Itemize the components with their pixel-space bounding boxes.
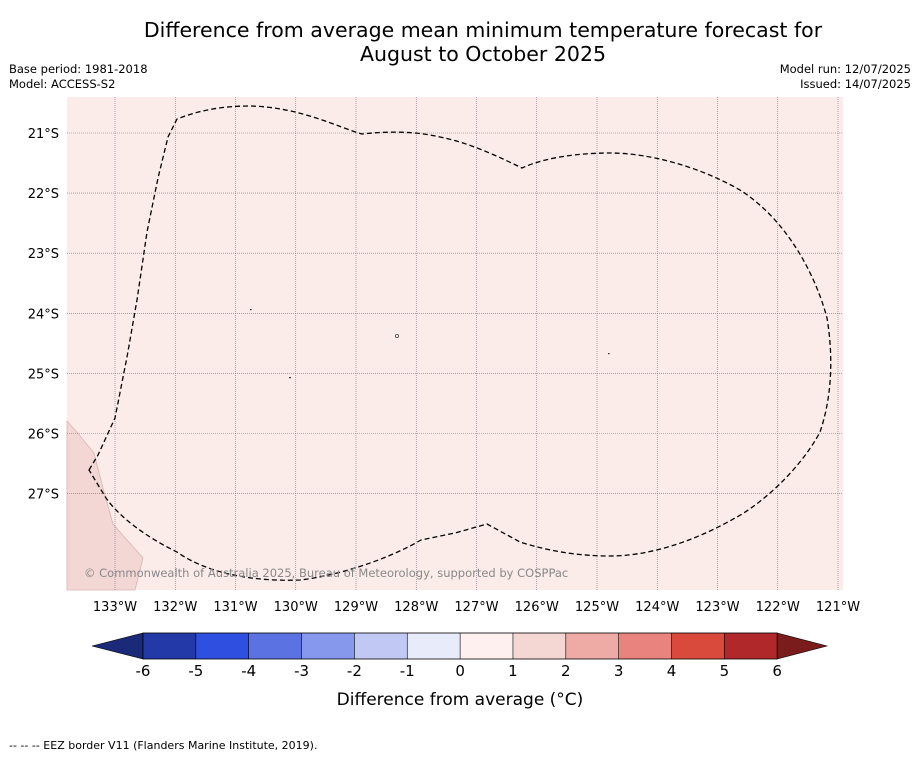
colorbar-tick-label: 5 xyxy=(720,662,730,680)
lon-label: 130°W xyxy=(274,600,318,615)
colorbar-extend-high xyxy=(776,632,829,660)
colorbar-swatch xyxy=(671,633,725,659)
meta-right: Model run: 12/07/2025 Issued: 14/07/2025 xyxy=(780,62,911,92)
islands xyxy=(250,309,610,379)
colorbar-tick-label: 4 xyxy=(667,662,677,680)
lat-label: 24°S xyxy=(28,307,59,322)
colorbar: -6 -5 -4 -3 -2 -1 0 1 2 3 4 5 6 xyxy=(91,632,829,680)
colorbar-swatch xyxy=(407,633,461,659)
island xyxy=(250,309,252,311)
island xyxy=(608,353,610,355)
lon-label: 133°W xyxy=(93,600,137,615)
lat-label: 22°S xyxy=(28,187,59,202)
map-title: Difference from average mean minimum tem… xyxy=(0,18,919,66)
eez-border xyxy=(88,105,832,581)
lat-label: 27°S xyxy=(28,488,59,503)
colorbar-tick-label: -6 xyxy=(136,662,151,680)
colorbar-swatch xyxy=(354,633,408,659)
colorbar-tick-label: -4 xyxy=(241,662,256,680)
model-run: Model run: 12/07/2025 xyxy=(779,62,911,76)
colorbar-swatch xyxy=(724,633,778,659)
model-name: Model: ACCESS-S2 xyxy=(9,77,116,91)
eez-legend-note: -- -- -- EEZ border V11 (Flanders Marine… xyxy=(9,739,318,752)
graticule xyxy=(67,97,843,590)
lon-label: 121°W xyxy=(816,600,860,615)
island xyxy=(289,377,291,379)
copyright-notice: © Commonwealth of Australia 2025, Bureau… xyxy=(84,566,568,580)
colorbar-swatch xyxy=(301,633,355,659)
colorbar-tick-label: 3 xyxy=(614,662,624,680)
latitude-labels: 21°S 22°S 23°S 24°S 25°S 26°S 27°S xyxy=(28,127,59,503)
lon-label: 123°W xyxy=(695,600,739,615)
colorbar-tick-label: -5 xyxy=(188,662,203,680)
issued-date: Issued: 14/07/2025 xyxy=(800,77,911,91)
map-ocean xyxy=(67,97,843,590)
colorbar-tick-label: -2 xyxy=(347,662,362,680)
lon-label: 129°W xyxy=(334,600,378,615)
colorbar-swatch xyxy=(512,633,567,659)
lon-label: 132°W xyxy=(153,600,197,615)
colorbar-tick-label: -1 xyxy=(400,662,415,680)
title-line-2: August to October 2025 xyxy=(359,42,607,66)
lon-label: 126°W xyxy=(515,600,559,615)
colorbar-tick-label: 6 xyxy=(772,662,782,680)
colorbar-swatch xyxy=(565,633,620,659)
colorbar-swatch xyxy=(143,633,197,659)
lon-label: 124°W xyxy=(635,600,679,615)
colorbar-tick-label: 2 xyxy=(561,662,571,680)
lat-label: 25°S xyxy=(28,367,59,382)
colorbar-swatch xyxy=(248,633,303,659)
colorbar-swatch xyxy=(618,633,672,659)
lon-label: 127°W xyxy=(454,600,498,615)
colorbar-tick-label: 0 xyxy=(455,662,465,680)
lon-label: 131°W xyxy=(213,600,257,615)
island xyxy=(394,333,399,338)
colorbar-swatch xyxy=(195,633,250,659)
longitude-labels: 133°W 132°W 131°W 130°W 129°W 128°W 127°W 126°W… xyxy=(93,600,860,615)
lon-label: 125°W xyxy=(575,600,619,615)
lon-label: 128°W xyxy=(394,600,438,615)
colorbar-tick-label: -3 xyxy=(294,662,309,680)
meta-left: Base period: 1981-2018 Model: ACCESS-S2 xyxy=(9,62,148,92)
lat-label: 21°S xyxy=(28,127,59,142)
colorbar-label: Difference from average (°C) xyxy=(337,690,584,710)
colorbar-extend-low xyxy=(91,632,144,660)
title-line-1: Difference from average mean minimum tem… xyxy=(143,18,823,42)
lat-label: 26°S xyxy=(28,428,59,443)
base-period: Base period: 1981-2018 xyxy=(9,62,148,76)
colorbar-tick-label: 1 xyxy=(508,662,518,680)
lat-label: 23°S xyxy=(28,247,59,262)
colorbar-swatch xyxy=(460,633,514,659)
land-mass xyxy=(66,419,144,591)
lon-label: 122°W xyxy=(756,600,800,615)
